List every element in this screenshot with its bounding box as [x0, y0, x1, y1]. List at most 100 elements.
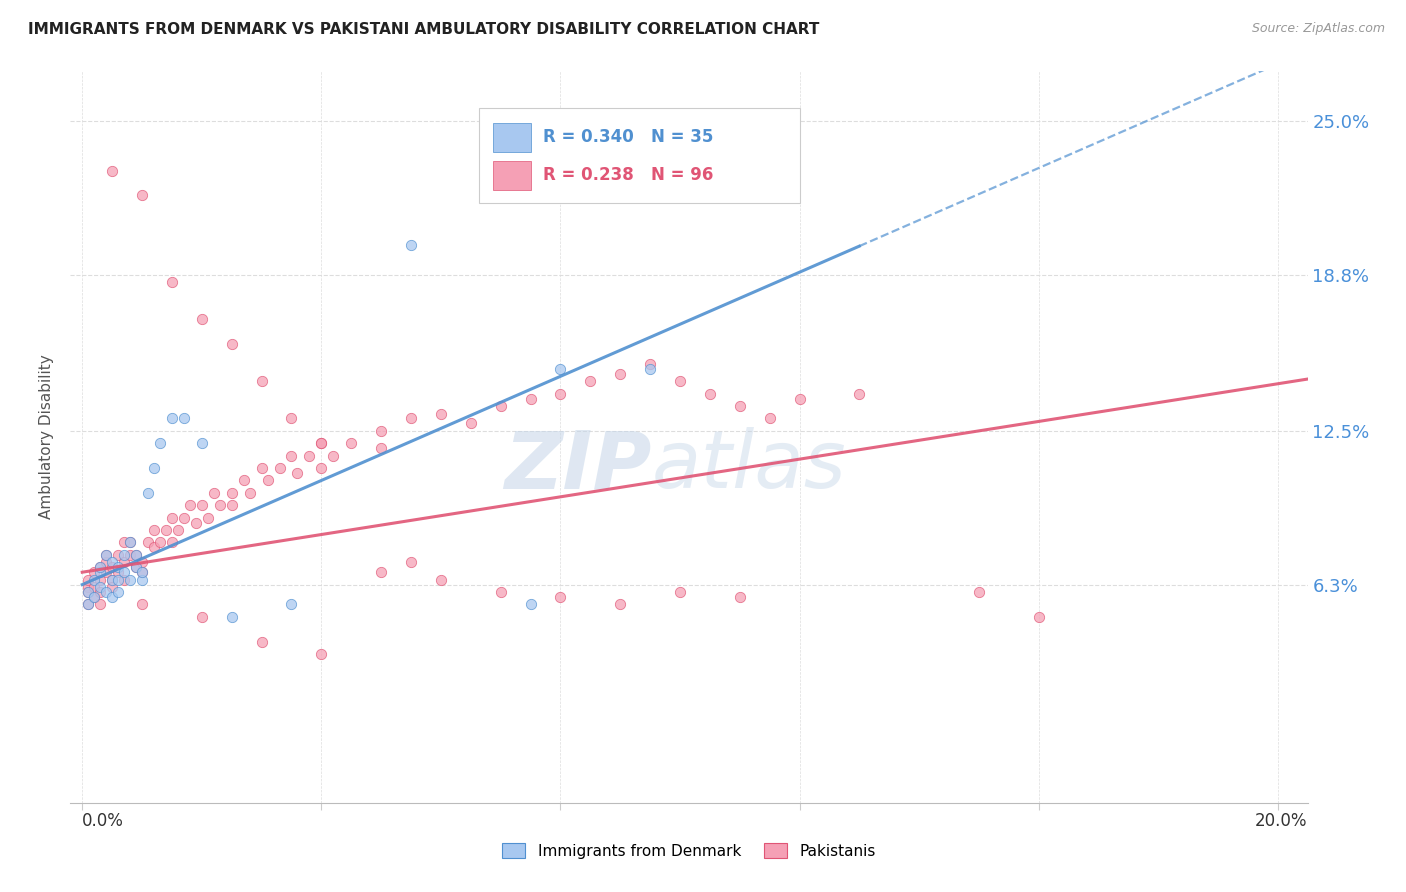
Point [107, 560, 129, 574]
Point [370, 424, 392, 438]
Point [101, 580, 124, 594]
Point [311, 436, 333, 450]
Point [149, 535, 172, 549]
Point [143, 523, 166, 537]
Point [131, 555, 153, 569]
Point [399, 555, 422, 569]
Point [232, 474, 254, 488]
Point [101, 555, 124, 569]
Point [83, 580, 105, 594]
Point [77, 573, 100, 587]
Point [179, 498, 201, 512]
Point [101, 163, 124, 178]
Point [120, 548, 142, 562]
Point [699, 386, 721, 401]
Point [519, 392, 541, 406]
Point [160, 411, 183, 425]
Text: Source: ZipAtlas.com: Source: ZipAtlas.com [1251, 22, 1385, 36]
Point [250, 461, 273, 475]
Point [167, 523, 190, 537]
Point [430, 407, 453, 421]
Point [728, 590, 751, 604]
Point [789, 392, 811, 406]
Point [197, 510, 219, 524]
Point [112, 573, 135, 587]
Text: atlas: atlas [652, 427, 846, 506]
Point [460, 417, 482, 431]
Point [112, 535, 135, 549]
Point [120, 573, 142, 587]
Point [77, 598, 100, 612]
Point [250, 374, 273, 388]
Point [550, 386, 572, 401]
Point [280, 449, 302, 463]
Legend: Immigrants from Denmark, Pakistanis: Immigrants from Denmark, Pakistanis [496, 837, 882, 864]
Point [120, 535, 142, 549]
Point [399, 411, 422, 425]
Point [101, 560, 124, 574]
Point [638, 357, 661, 371]
Point [221, 486, 243, 500]
Point [96, 555, 118, 569]
Point [131, 573, 153, 587]
Point [250, 634, 273, 648]
Point [160, 275, 183, 289]
Point [184, 516, 207, 530]
Point [758, 411, 780, 425]
Point [89, 560, 111, 574]
Point [125, 548, 148, 562]
Point [550, 362, 572, 376]
Point [125, 560, 148, 574]
Point [848, 386, 870, 401]
Point [131, 188, 153, 202]
Point [298, 449, 321, 463]
Point [143, 541, 166, 555]
Point [221, 337, 243, 351]
Point [322, 449, 344, 463]
Point [239, 486, 262, 500]
Point [83, 590, 105, 604]
Point [131, 598, 153, 612]
Point [77, 585, 100, 599]
Text: IMMIGRANTS FROM DENMARK VS PAKISTANI AMBULATORY DISABILITY CORRELATION CHART: IMMIGRANTS FROM DENMARK VS PAKISTANI AMB… [28, 22, 820, 37]
Y-axis label: Ambulatory Disability: Ambulatory Disability [39, 355, 55, 519]
Point [550, 590, 572, 604]
Point [311, 436, 333, 450]
Point [221, 610, 243, 624]
Point [107, 548, 129, 562]
FancyBboxPatch shape [494, 161, 530, 190]
FancyBboxPatch shape [478, 108, 800, 203]
Point [638, 362, 661, 376]
Point [311, 461, 333, 475]
Point [340, 436, 363, 450]
Point [136, 535, 159, 549]
Point [430, 573, 453, 587]
Point [287, 466, 309, 480]
Point [311, 647, 333, 661]
Text: 20.0%: 20.0% [1256, 813, 1308, 830]
Point [125, 548, 148, 562]
Point [202, 486, 225, 500]
Point [579, 374, 602, 388]
Text: ZIP: ZIP [505, 427, 652, 506]
Point [89, 580, 111, 594]
Point [112, 548, 135, 562]
Point [131, 565, 153, 579]
Point [83, 565, 105, 579]
Point [191, 498, 214, 512]
Text: 0.0%: 0.0% [83, 813, 124, 830]
Text: R = 0.340   N = 35: R = 0.340 N = 35 [543, 128, 713, 146]
Point [89, 565, 111, 579]
Point [669, 374, 692, 388]
Point [112, 555, 135, 569]
Point [101, 590, 124, 604]
Point [280, 598, 302, 612]
Point [399, 238, 422, 252]
Text: R = 0.238   N = 96: R = 0.238 N = 96 [543, 166, 713, 185]
Point [221, 498, 243, 512]
Point [191, 312, 214, 326]
Point [77, 585, 100, 599]
Point [107, 585, 129, 599]
Point [77, 580, 100, 594]
Point [370, 565, 392, 579]
